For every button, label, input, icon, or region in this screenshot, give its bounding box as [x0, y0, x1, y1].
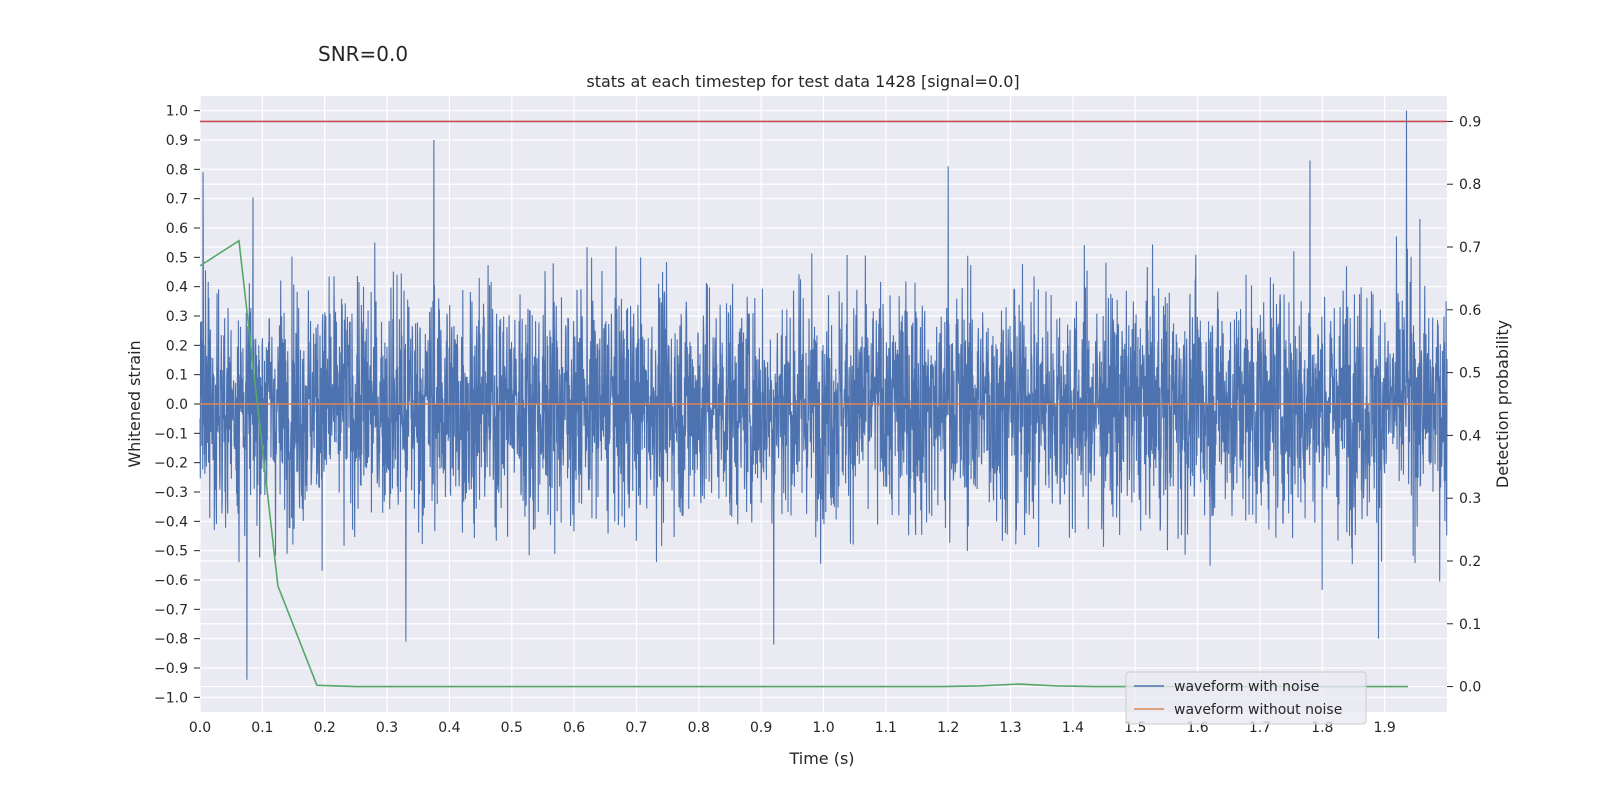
y-tick-label: −0.4: [154, 514, 188, 530]
y-tick-label: 0.8: [166, 162, 188, 178]
x-tick-label: 0.4: [438, 720, 460, 736]
y2-tick-label: 0.5: [1459, 366, 1481, 382]
y2-tick-label: 0.9: [1459, 114, 1481, 130]
y-tick-label: −0.5: [154, 544, 188, 560]
y2-tick-label: 0.3: [1459, 491, 1481, 507]
x-tick-label: 1.4: [1062, 720, 1084, 736]
y2-tick-label: 0.2: [1459, 554, 1481, 570]
x-tick-label: 1.9: [1374, 720, 1396, 736]
y-tick-label: −0.8: [154, 632, 188, 648]
legend-label-noise: waveform with noise: [1174, 679, 1319, 695]
y-tick-label: 0.6: [166, 221, 188, 237]
y-tick-label: 0.7: [166, 192, 188, 208]
y-tick-label: 0.9: [166, 133, 188, 149]
y-tick-label: −1.0: [154, 690, 188, 706]
x-tick-label: 0.3: [376, 720, 398, 736]
legend: waveform with noise waveform without noi…: [1125, 671, 1367, 725]
y-tick-label: 0.0: [166, 397, 188, 413]
chart-suptitle: SNR=0.0: [318, 42, 408, 66]
x-tick-label: 1.2: [937, 720, 959, 736]
x-tick-label: 1.0: [812, 720, 834, 736]
y-tick-label: −0.2: [154, 456, 188, 472]
y2-tick-label: 0.1: [1459, 617, 1481, 633]
y-tick-label: 1.0: [166, 104, 188, 120]
y-tick-label: 0.4: [166, 280, 188, 296]
y-tick-label: −0.1: [154, 426, 188, 442]
y-tick-label: −0.7: [154, 602, 188, 618]
x-axis-label: Time (s): [788, 749, 854, 768]
y-tick-label: −0.3: [154, 485, 188, 501]
x-tick-label: 1.1: [875, 720, 897, 736]
y2-tick-label: 0.6: [1459, 303, 1481, 319]
x-tick-label: 0.2: [314, 720, 336, 736]
tick-layer: 0.0 0.1 0.2 0.3 0.4 0.5 0.6 0.7 0.8 0.9 1.0 1.1 1.2 1…: [154, 104, 1481, 736]
noise-layer: [199, 110, 1448, 680]
y-tick-label: 0.2: [166, 338, 188, 354]
x-tick-label: 0.5: [501, 720, 523, 736]
y-tick-label: 0.3: [166, 309, 188, 325]
y-tick-label: 0.1: [166, 368, 188, 384]
x-tick-label: 0.0: [189, 720, 211, 736]
y-tick-label: −0.9: [154, 661, 188, 677]
x-tick-label: 0.8: [688, 720, 710, 736]
y2-tick-label: 0.4: [1459, 428, 1481, 444]
x-tick-label: 0.1: [251, 720, 273, 736]
x-tick-label: 0.6: [563, 720, 585, 736]
legend-box: [1125, 671, 1367, 725]
chart-title: stats at each timestep for test data 142…: [586, 72, 1019, 91]
legend-label-clean: waveform without noise: [1174, 702, 1342, 718]
y2-tick-label: 0.8: [1459, 177, 1481, 193]
y2-tick-label: 0.7: [1459, 240, 1481, 256]
y-tick-label: 0.5: [166, 250, 188, 266]
y-tick-label: −0.6: [154, 573, 188, 589]
x-tick-label: 0.9: [750, 720, 772, 736]
y-axis-label: Whitened strain: [125, 340, 144, 467]
noise-waveform-line: [199, 110, 1448, 680]
x-tick-label: 0.7: [625, 720, 647, 736]
y2-tick-label: 0.0: [1459, 680, 1481, 696]
y2-axis-label: Detection probability: [1493, 320, 1512, 488]
x-tick-label: 1.3: [999, 720, 1021, 736]
